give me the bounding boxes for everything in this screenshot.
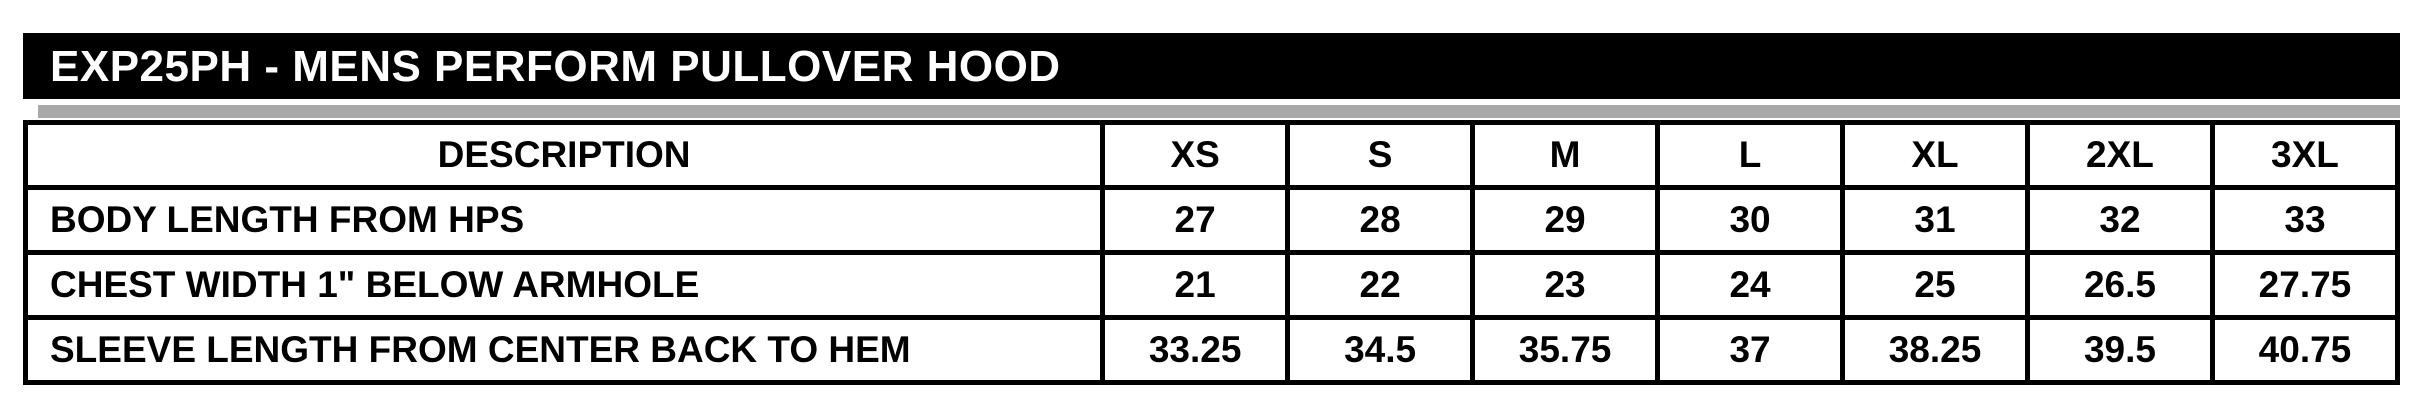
measurement-cell: 24 — [1655, 250, 1846, 320]
measurement-cell: 31 — [1840, 185, 2030, 255]
measurement-cell: 38.25 — [1840, 315, 2030, 385]
measurement-cell: 28 — [1285, 185, 1476, 255]
column-header-size-xs: XS — [1100, 120, 1291, 190]
measurement-cell: 33.25 — [1100, 315, 1291, 385]
measurement-cell: 35.75 — [1470, 315, 1661, 385]
column-header-description: DESCRIPTION — [22, 120, 1106, 190]
measurement-cell: 27.75 — [2209, 250, 2401, 320]
size-chart-sheet: EXP25PH - MENS PERFORM PULLOVER HOOD DES… — [22, 33, 2401, 385]
measurement-cell: 32 — [2024, 185, 2215, 255]
title-bar: EXP25PH - MENS PERFORM PULLOVER HOOD — [23, 33, 2400, 99]
row-label: BODY LENGTH FROM HPS — [22, 185, 1106, 255]
measurement-cell: 22 — [1285, 250, 1476, 320]
header-row: DESCRIPTION XS S M L XL 2XL 3XL — [22, 120, 2401, 190]
measurement-cell: 34.5 — [1285, 315, 1476, 385]
column-header-size-m: M — [1470, 120, 1661, 190]
measurement-cell: 40.75 — [2209, 315, 2401, 385]
measurement-cell: 25 — [1840, 250, 2030, 320]
table-row-body-length: BODY LENGTH FROM HPS 27 28 29 30 31 32 3… — [22, 185, 2401, 255]
measurement-cell: 39.5 — [2024, 315, 2215, 385]
measurement-cell: 29 — [1470, 185, 1661, 255]
measurement-cell: 23 — [1470, 250, 1661, 320]
column-header-size-s: S — [1285, 120, 1476, 190]
row-label: SLEEVE LENGTH FROM CENTER BACK TO HEM — [22, 315, 1106, 385]
measurement-cell: 21 — [1100, 250, 1291, 320]
column-header-size-l: L — [1655, 120, 1846, 190]
measurement-cell: 27 — [1100, 185, 1291, 255]
column-header-size-xl: XL — [1840, 120, 2030, 190]
table-row-sleeve-length: SLEEVE LENGTH FROM CENTER BACK TO HEM 33… — [22, 315, 2401, 385]
measurement-cell: 26.5 — [2024, 250, 2215, 320]
column-header-size-2xl: 2XL — [2024, 120, 2215, 190]
row-label: CHEST WIDTH 1" BELOW ARMHOLE — [22, 250, 1106, 320]
column-header-size-3xl: 3XL — [2209, 120, 2401, 190]
table-row-chest-width: CHEST WIDTH 1" BELOW ARMHOLE 21 22 23 24… — [22, 250, 2401, 320]
separator-bar — [38, 105, 2400, 118]
size-chart-table: DESCRIPTION XS S M L XL 2XL 3XL BODY LEN… — [22, 120, 2401, 385]
measurement-cell: 33 — [2209, 185, 2401, 255]
measurement-cell: 37 — [1655, 315, 1846, 385]
measurement-cell: 30 — [1655, 185, 1846, 255]
product-title: EXP25PH - MENS PERFORM PULLOVER HOOD — [50, 42, 1061, 91]
